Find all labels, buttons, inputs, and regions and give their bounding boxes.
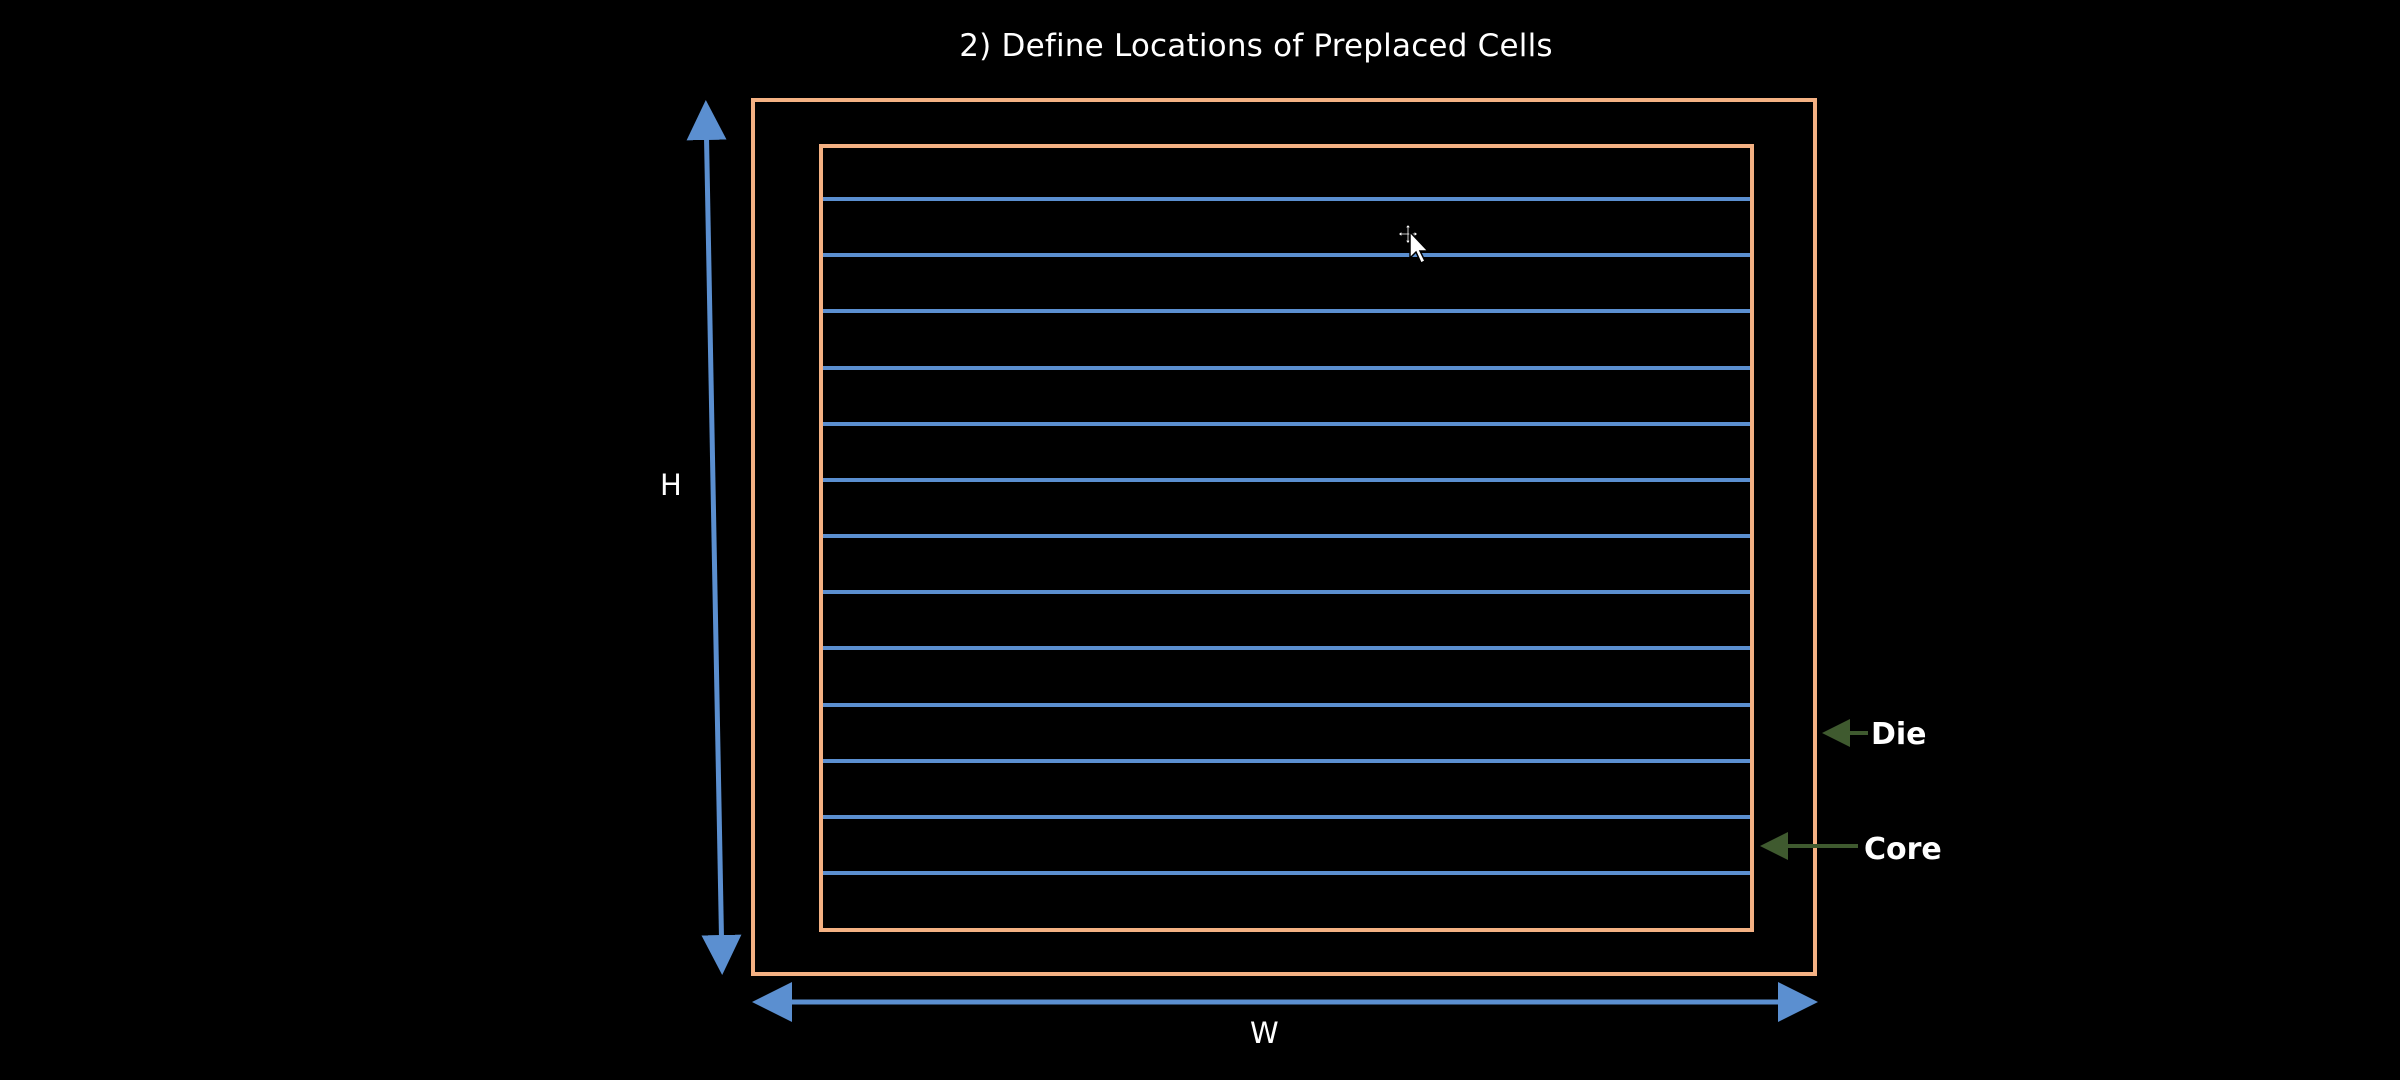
height-dimension-arrow (686, 100, 742, 975)
die-label: Die (1871, 717, 1927, 752)
core-label: Core (1864, 832, 1942, 867)
slide-title: 2) Define Locations of Preplaced Cells (959, 28, 1553, 64)
height-label: H (660, 468, 682, 502)
die-boundary (751, 98, 1817, 976)
width-label: W (1250, 1016, 1279, 1050)
move-cursor-icon (1397, 223, 1430, 265)
placement-rows (823, 197, 1750, 875)
core-boundary (819, 144, 1754, 932)
